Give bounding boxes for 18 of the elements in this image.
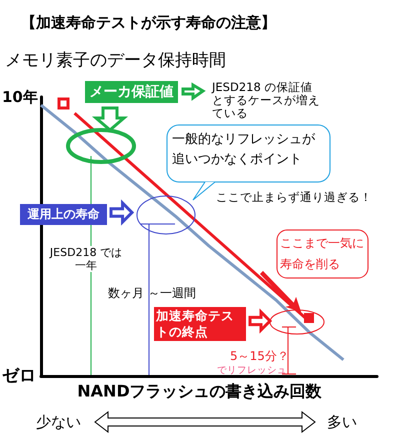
text: 少ない [36,413,82,432]
annotation: 5～15分？ [230,348,290,365]
annotation: でリフレッシュ [217,364,287,377]
text: 多い [327,413,358,432]
annotation: JESD218 の保証値とするケースが増えている [212,80,321,120]
annotation: JESD218 では一年 [46,246,126,272]
annotation: 加速寿命テストの終点 [154,307,246,341]
annotation: 一般的なリフレッシュが追いつかなくポイント [172,131,316,169]
annotation: ここで止まらず通り過ぎる！ [216,190,373,205]
text: メーカ保証値 [85,81,178,103]
y-axis-title: メモリ素子のデータ保持時間 [5,50,226,70]
annotation: ここまで一気に寿命を削る [280,235,365,273]
x-axis-title: NANDフラッシュの書き込み回数 [77,382,323,400]
text: ゼロ [2,365,37,387]
chart-title: 【加速寿命テストが示す寿命の注意】 [21,14,276,32]
annotation: 運用上の寿命 [20,204,107,225]
text: 10年 [2,88,39,107]
annotation: 数ヶ月 ～一週間 [108,285,197,302]
